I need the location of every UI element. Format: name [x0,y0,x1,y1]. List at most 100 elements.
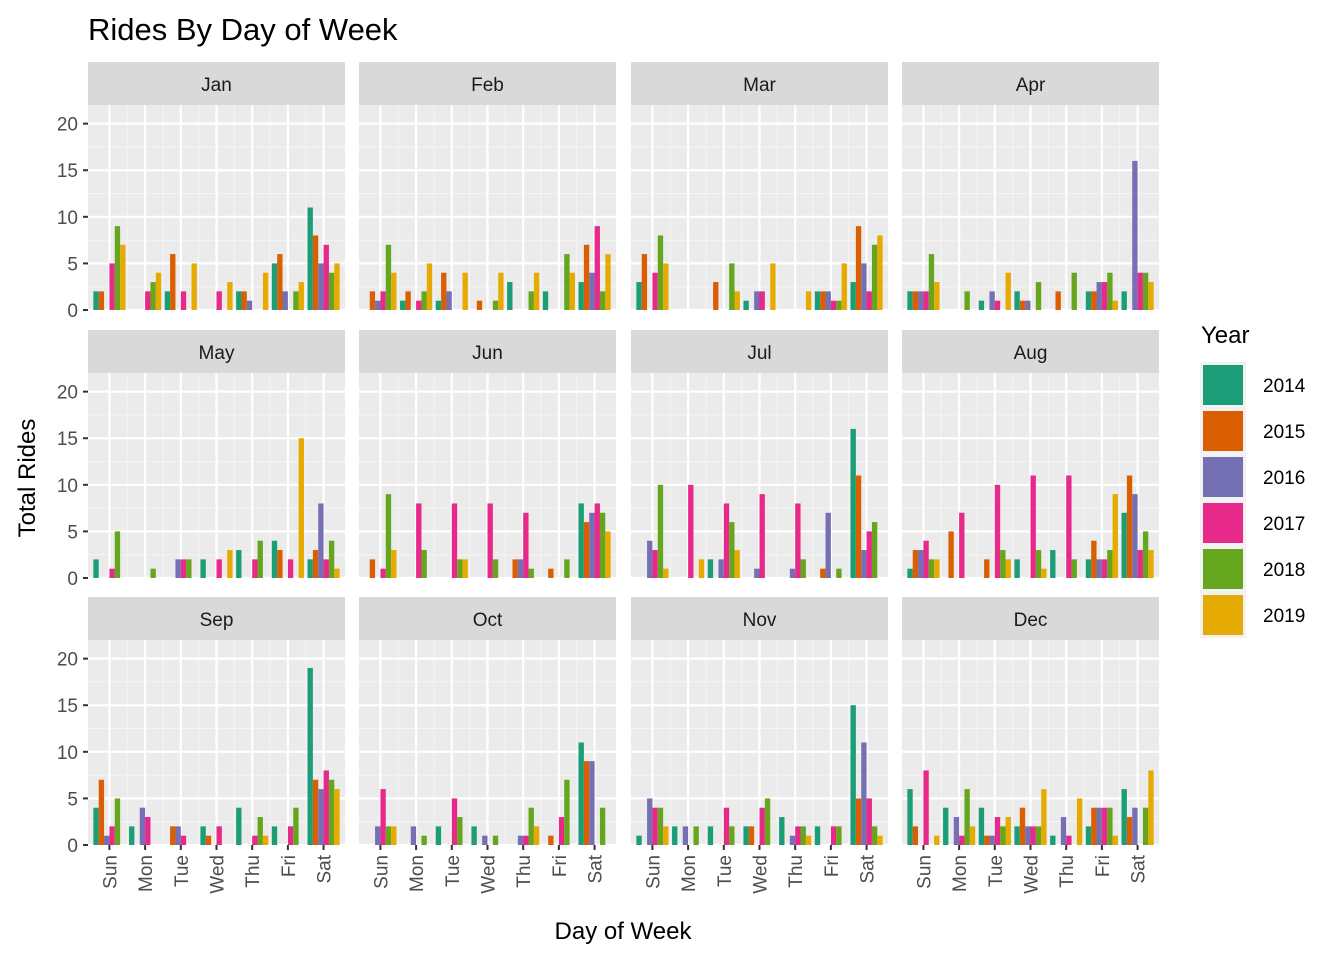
bar-aug-sat-2014 [1121,512,1127,578]
legend-swatch [1203,411,1243,451]
x-tick-label: Sat [586,854,607,883]
bar-jun-sun-2018 [385,494,392,578]
facet-strip [88,330,345,373]
bar-sep-sun-2015 [98,779,105,845]
bar-may-sun-2017 [109,568,115,578]
facet-strip [902,62,1159,105]
bar-sep-sat-2014 [307,667,313,845]
bar-jul-tue-2016 [718,559,724,578]
bar-sep-wed-2015 [205,835,212,845]
bar-jun-tue-2018 [457,559,463,578]
bar-mar-sat-2017 [866,291,872,310]
bar-mar-sat-2018 [871,244,878,310]
bar-oct-wed-2016 [482,835,488,845]
bar-may-wed-2017 [216,559,222,578]
y-tick-label: 20 [57,383,78,404]
bar-jan-sat-2018 [328,272,335,310]
bar-jul-sat-2017 [866,531,872,578]
x-tick-label: Sun [914,855,935,889]
bar-apr-fri-2016 [1096,282,1102,310]
bar-feb-thu-2014 [507,282,513,310]
x-tick-label: Sat [315,854,336,883]
bar-jul-sun-2019 [663,568,669,578]
bar-jan-tue-2019 [191,263,197,310]
bar-oct-sat-2015 [583,761,590,845]
bar-aug-thu-2018 [1071,559,1077,578]
bar-jul-sat-2014 [850,428,856,578]
facet-strip [88,597,345,640]
bar-aug-fri-2016 [1096,559,1102,578]
bar-jul-tue-2014 [707,559,714,578]
bar-apr-sat-2016 [1132,160,1138,310]
facet-strip [631,597,888,640]
bar-nov-thu-2014 [779,817,785,845]
bar-sep-mon-2016 [139,807,146,845]
x-tick-label: Mon [407,855,428,892]
bar-jun-sat-2015 [583,522,590,578]
bar-nov-sun-2017 [652,807,658,845]
facet-strip-label: Mar [743,75,776,96]
bar-nov-thu-2016 [789,835,796,845]
bar-jan-thu-2016 [246,300,253,310]
bar-oct-mon-2016 [410,826,417,845]
bar-aug-tue-2017 [994,484,1001,578]
bar-may-sun-2014 [93,559,99,578]
bar-jul-wed-2016 [754,568,760,578]
bar-apr-sat-2018 [1142,272,1149,310]
y-tick-label: 15 [57,161,78,182]
bar-sep-sat-2017 [323,770,329,845]
bar-aug-sun-2015 [912,550,919,578]
bar-jul-thu-2018 [800,559,806,578]
bar-sep-fri-2018 [293,807,299,845]
bar-sep-fri-2017 [287,826,294,845]
bar-may-sat-2015 [312,550,319,578]
x-axis-title: Day of Week [555,918,693,945]
bar-may-thu-2017 [252,559,258,578]
bar-mar-sun-2014 [636,282,642,310]
bar-feb-sun-2015 [369,291,376,310]
bar-mar-wed-2019 [770,263,776,310]
legend-item-2015: 2015 [1200,408,1305,454]
bar-mar-sat-2015 [855,226,862,310]
facet-panel-feb: Feb [359,62,616,312]
bar-jan-fri-2015 [277,254,283,310]
x-tick-label: Thu [514,855,535,888]
bar-nov-sat-2014 [850,705,856,845]
bar-may-fri-2017 [287,559,294,578]
bar-jun-sun-2017 [380,568,386,578]
bar-apr-sat-2017 [1137,272,1143,310]
legend-item-2016: 2016 [1200,454,1305,500]
bar-jul-sat-2018 [871,522,878,578]
bar-jan-fri-2018 [293,291,299,310]
bar-apr-fri-2018 [1107,272,1113,310]
bar-feb-sat-2017 [594,226,600,310]
x-tick-label: Sun [371,855,392,889]
bar-jan-thu-2014 [236,291,242,310]
bar-jan-sun-2014 [93,291,99,310]
facet-panel-sep: Sep 0 5 10 15 20 Sun Mon Tue Wed Thu Fri Sat [57,597,345,894]
bar-oct-fri-2017 [558,817,565,845]
facet-strip [88,62,345,105]
bar-nov-tue-2018 [729,826,735,845]
bar-may-sat-2017 [323,559,329,578]
bar-dec-mon-2018 [964,789,970,845]
legend-item-2014: 2014 [1200,362,1306,408]
bar-dec-tue-2018 [1000,826,1006,845]
x-tick-label: Sun [100,855,121,889]
bar-aug-fri-2017 [1101,559,1108,578]
bar-dec-wed-2015 [1019,807,1026,845]
bar-oct-thu-2019 [533,826,540,845]
bar-dec-thu-2017 [1066,835,1072,845]
bar-sep-tue-2017 [180,835,187,845]
legend-swatch [1203,549,1243,589]
bar-aug-sat-2016 [1132,494,1138,578]
bar-apr-fri-2014 [1085,291,1092,310]
bar-jan-thu-2015 [241,291,247,310]
bar-sep-tue-2016 [175,826,181,845]
bar-apr-wed-2015 [1019,300,1026,310]
facet-strip-label: Jan [201,75,232,96]
bar-jul-sat-2016 [861,550,867,578]
bar-apr-tue-2019 [1005,272,1011,310]
bar-apr-wed-2016 [1025,300,1031,310]
bar-feb-tue-2014 [435,300,442,310]
